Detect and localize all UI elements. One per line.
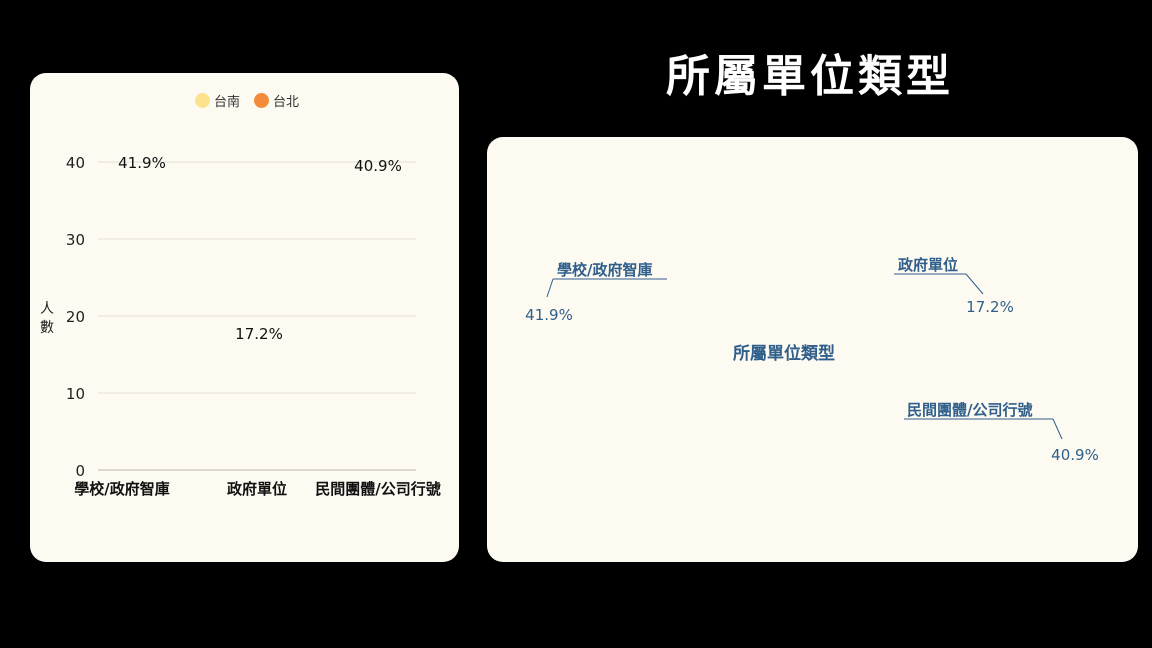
x-tick-label: 政府單位 bbox=[227, 480, 287, 498]
slice-value-label: 41.9% bbox=[525, 306, 573, 324]
y-tick-label: 10 bbox=[66, 385, 85, 403]
y-axis-label: 數 bbox=[40, 320, 54, 336]
data-label: 40.9% bbox=[354, 157, 402, 175]
slice-value-label: 17.2% bbox=[966, 298, 1014, 316]
slice-label: 政府單位 bbox=[898, 256, 958, 274]
y-tick-label: 0 bbox=[75, 462, 85, 480]
page-title: 所屬單位類型 bbox=[560, 40, 1060, 104]
y-tick-label: 30 bbox=[66, 231, 85, 249]
y-tick-label: 20 bbox=[66, 308, 85, 326]
donut-chart-card: 所屬單位類型 學校/政府智庫 41.9% 政府單位 17.2% 民間團體/公司行號 40.9… bbox=[487, 137, 1138, 562]
slice-label: 民間團體/公司行號 bbox=[907, 401, 1032, 419]
y-tick-label: 40 bbox=[66, 154, 85, 172]
donut-center-label: 所屬單位類型 bbox=[733, 343, 835, 364]
x-tick-label: 學校/政府智庫 bbox=[74, 480, 169, 498]
bar-chart-card: 台南 台北 0 10 20 30 40 人數學校/政府智庫 政府單位 民間團體/公司行號 41.… bbox=[30, 73, 459, 562]
y-axis-label: 人 bbox=[40, 301, 54, 317]
slice-leader-line bbox=[547, 279, 553, 297]
slice-label: 學校/政府智庫 bbox=[557, 261, 652, 279]
donut-chart: 所屬單位類型 學校/政府智庫 41.9% 政府單位 17.2% 民間團體/公司行號 40.9… bbox=[487, 137, 1138, 562]
x-tick-label: 民間團體/公司行號 bbox=[315, 480, 440, 498]
slice-leader-line bbox=[1053, 419, 1062, 439]
slice-leader-line bbox=[966, 274, 983, 294]
slice-value-label: 40.9% bbox=[1051, 446, 1099, 464]
data-label: 41.9% bbox=[118, 154, 166, 172]
data-label: 17.2% bbox=[235, 325, 283, 343]
